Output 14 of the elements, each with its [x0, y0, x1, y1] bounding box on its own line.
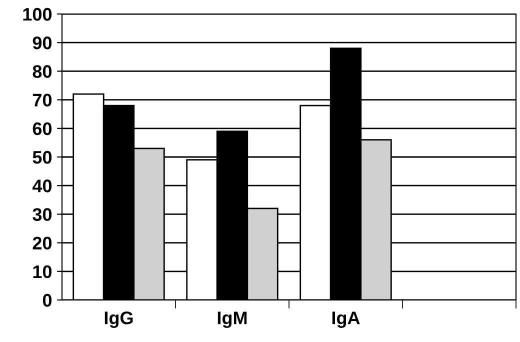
y-tick-label: 30 — [32, 208, 52, 221]
y-tick-label: 20 — [32, 236, 52, 250]
y-tick-label: 80 — [32, 65, 52, 78]
y-tick-label: 0 — [42, 294, 52, 307]
y-tick-label: 50 — [32, 150, 52, 164]
y-tick-label: 70 — [32, 94, 52, 107]
y-tick-label: 100 — [23, 8, 52, 21]
y-tick-label: 40 — [32, 180, 52, 192]
x-tick-label: IgG — [104, 312, 133, 328]
y-tick-label: 10 — [33, 265, 52, 278]
y-tick-label: 90 — [32, 36, 52, 50]
y-tick-label: 60 — [32, 122, 52, 136]
x-tick-label: IgA — [332, 312, 360, 328]
x-tick-label: IgM — [218, 312, 247, 328]
